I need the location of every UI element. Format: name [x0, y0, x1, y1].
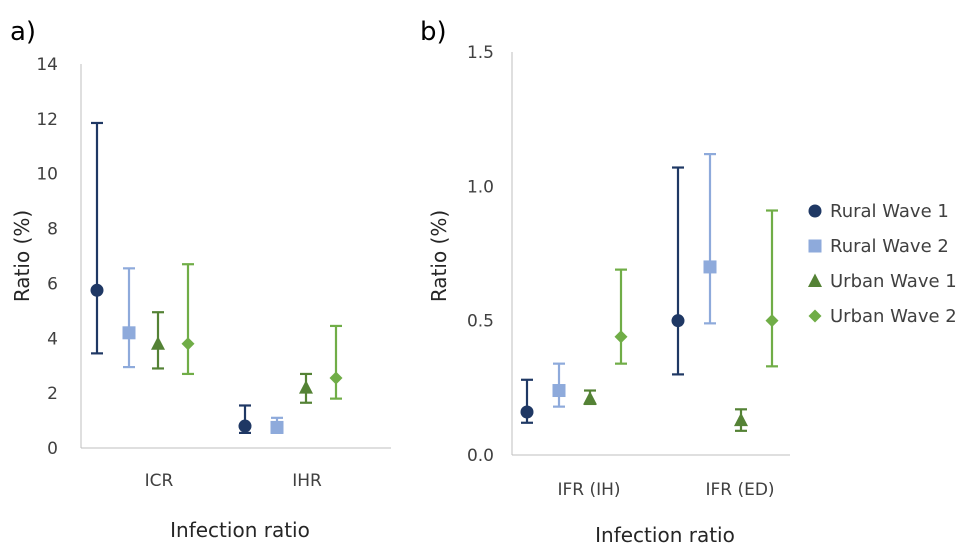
data-point-triangle: [583, 391, 597, 405]
data-point-triangle: [734, 412, 748, 427]
data-point-circle: [90, 283, 104, 297]
x-tick-label: IHR: [292, 471, 322, 491]
series-rural-wave-1: [520, 166, 685, 424]
legend-marker-circle: [808, 204, 822, 218]
y-tick-label: 12: [36, 110, 58, 130]
legend-marker-square: [808, 239, 822, 253]
data-point-square: [552, 384, 566, 398]
y-tick-label: 0.5: [467, 312, 494, 332]
y-tick-label: 6: [47, 274, 58, 294]
y-tick-label: 0.0: [467, 446, 494, 466]
panel-label: a): [10, 17, 36, 47]
y-tick-label: 14: [36, 55, 58, 75]
y-tick-label: 2: [47, 384, 58, 404]
x-axis-title: Infection ratio: [595, 523, 735, 547]
legend-item: Urban Wave 2: [808, 306, 957, 327]
data-point-triangle: [151, 336, 165, 350]
legend-item: Rural Wave 2: [808, 236, 949, 257]
series-rural-wave-1: [90, 121, 252, 435]
legend-item: Rural Wave 1: [808, 201, 949, 222]
data-point-circle: [671, 314, 685, 328]
legend-marker-diamond: [808, 309, 822, 323]
chart-panel-a: a) 0 2 4 6 8 10 12 14 ICR IHR Ratio (%) Infection ra…: [10, 17, 391, 542]
data-point-triangle: [299, 380, 313, 394]
legend-label: Rural Wave 1: [830, 201, 949, 222]
series-urban-wave-1: [151, 311, 313, 404]
series-urban-wave-2: [181, 263, 343, 400]
legend-item: Urban Wave 1: [808, 271, 957, 292]
y-tick-label: 1.0: [467, 177, 494, 197]
y-tick-label: 8: [47, 220, 58, 240]
y-axis-title: Ratio (%): [10, 210, 34, 302]
data-point-circle: [238, 419, 252, 433]
y-axis-title: Ratio (%): [427, 210, 451, 302]
x-tick-label: ICR: [145, 471, 174, 491]
series-urban-wave-2: [614, 209, 779, 368]
series-rural-wave-2: [122, 267, 284, 435]
data-point-circle: [520, 405, 534, 419]
chart-panel-b: b) 0.0 0.5 1.0 1.5 IFR (IH) IFR (ED) Ratio (%) I…: [420, 17, 790, 547]
series-urban-wave-1: [583, 389, 748, 432]
data-point-square: [703, 260, 717, 274]
legend-label: Urban Wave 2: [830, 306, 957, 327]
legend-label: Rural Wave 2: [830, 236, 949, 257]
x-axis-title: Infection ratio: [170, 518, 310, 542]
x-tick-label: IFR (ED): [705, 480, 774, 500]
data-point-square: [122, 326, 136, 340]
data-point-diamond: [765, 314, 779, 328]
panel-label: b): [420, 17, 447, 47]
x-tick-label: IFR (IH): [557, 480, 620, 500]
y-tick-label: 4: [47, 329, 58, 349]
y-tick-label: 10: [36, 165, 58, 185]
y-tick-label: 0: [47, 439, 58, 459]
legend: Rural Wave 1 Rural Wave 2 Urban Wave 1 Urba…: [808, 201, 957, 327]
data-point-diamond: [329, 371, 343, 385]
legend-label: Urban Wave 1: [830, 271, 957, 292]
data-point-square: [270, 420, 284, 434]
data-point-diamond: [614, 330, 628, 344]
series-rural-wave-2: [552, 152, 717, 408]
data-point-diamond: [181, 337, 195, 351]
y-tick-label: 1.5: [467, 43, 494, 63]
legend-marker-triangle: [808, 273, 822, 287]
